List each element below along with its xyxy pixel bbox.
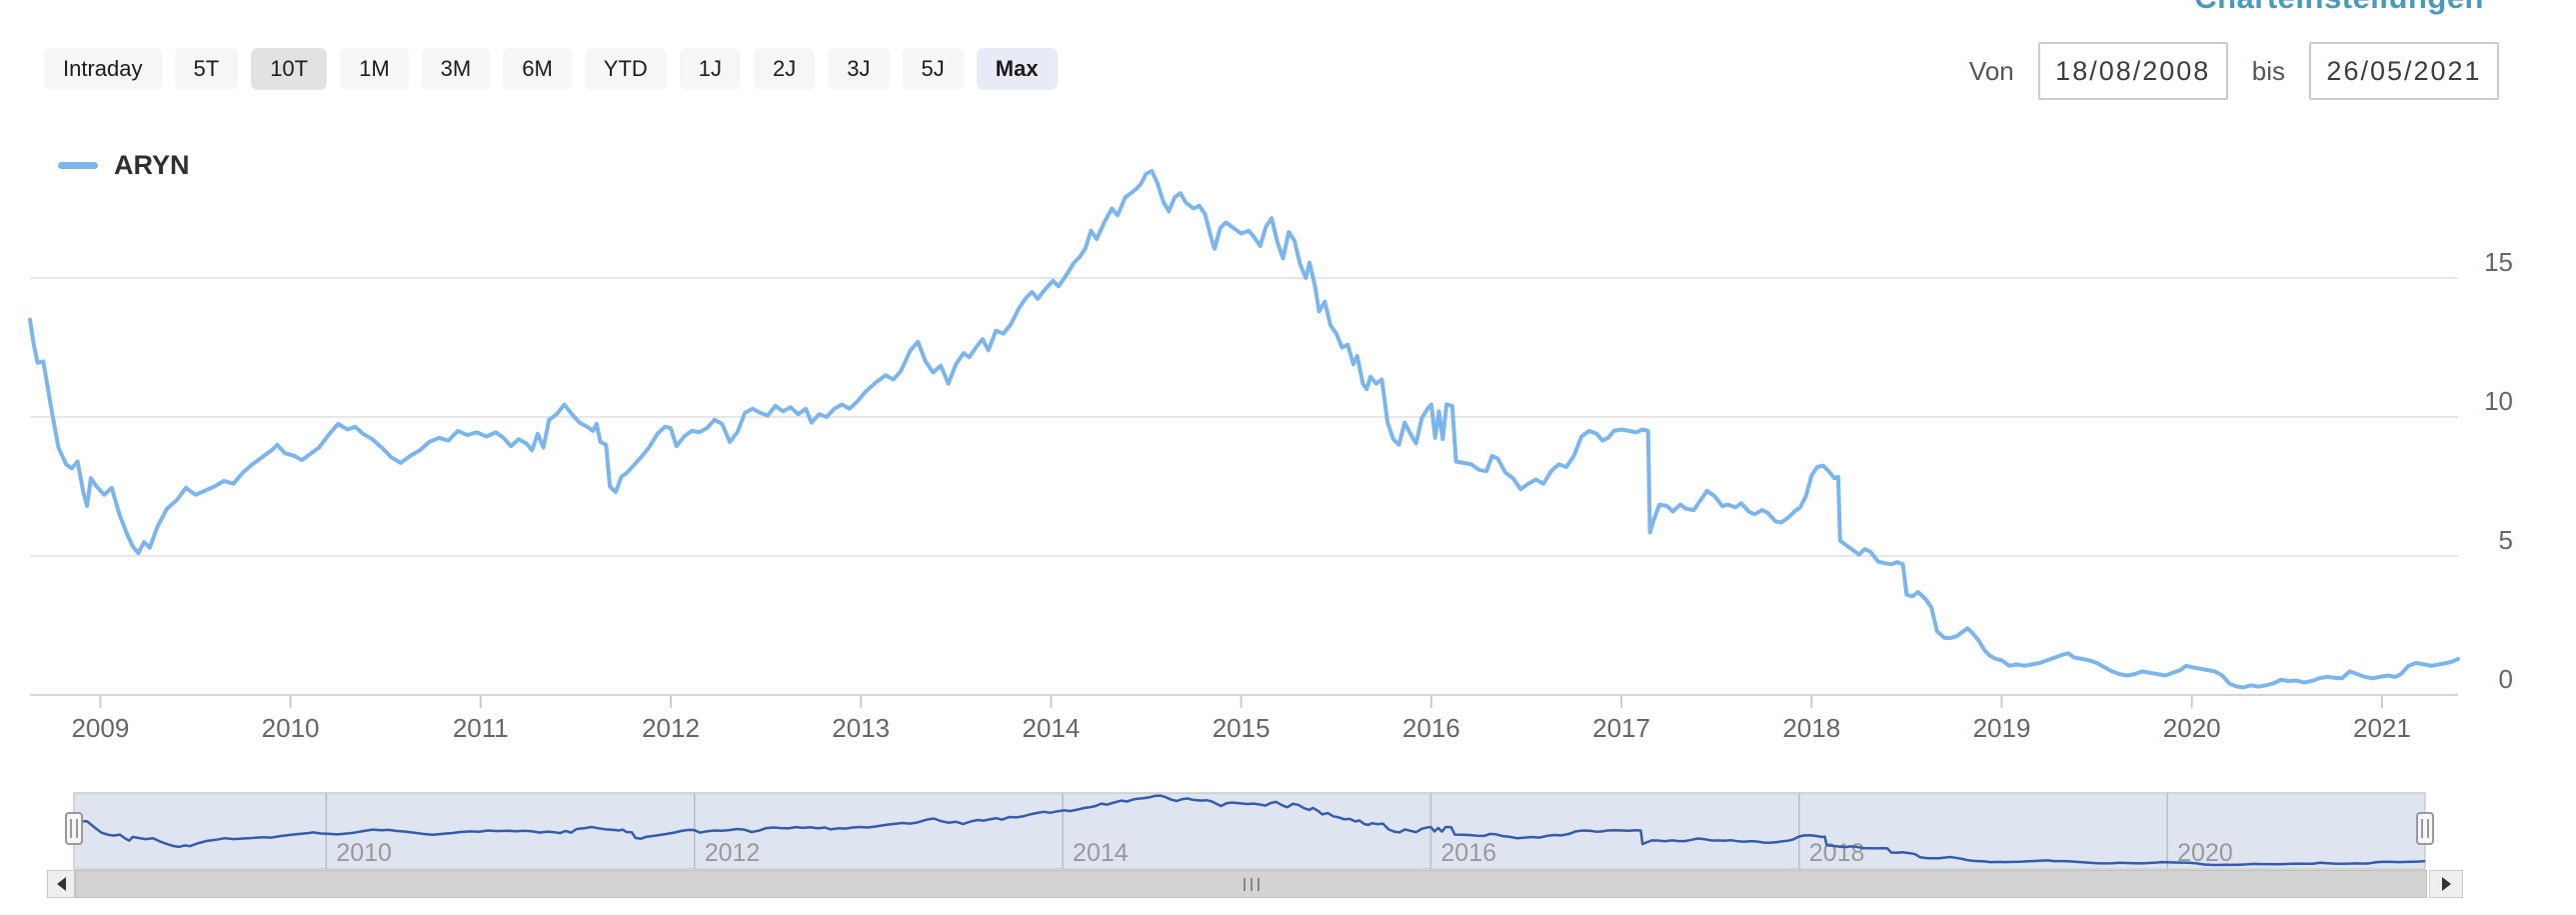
range-button-5t[interactable]: 5T [174, 48, 239, 90]
scrollbar-grip-icon [1243, 878, 1260, 891]
date-to-input[interactable] [2309, 42, 2499, 100]
range-button-ytd[interactable]: YTD [584, 48, 667, 90]
y-axis-label-0: 0 [2499, 664, 2513, 694]
scrollbar-left-arrow[interactable] [47, 870, 75, 898]
range-button-1m[interactable]: 1M [340, 48, 409, 90]
x-axis-label-2014: 2014 [1023, 713, 1081, 743]
navigator-label-2016: 2016 [1440, 839, 1496, 867]
x-axis-label-2011: 2011 [453, 713, 509, 743]
navigator-label-2014: 2014 [1073, 839, 1129, 867]
x-axis-label-2017: 2017 [1592, 713, 1650, 743]
arrow-right-icon [2441, 877, 2451, 891]
x-axis-label-2009: 2009 [71, 713, 129, 743]
range-button-5j[interactable]: 5J [902, 48, 964, 90]
range-button-intraday[interactable]: Intraday [44, 48, 162, 90]
range-button-max[interactable]: Max [976, 48, 1058, 90]
navigator-label-2012: 2012 [705, 839, 761, 867]
navigator-label-2018: 2018 [1809, 839, 1865, 867]
y-axis-label-10: 10 [2484, 386, 2513, 416]
x-axis-label-2013: 2013 [832, 713, 890, 743]
price-series-line [28, 169, 2460, 690]
x-axis-label-2020: 2020 [2163, 713, 2221, 743]
scrollbar-thumb[interactable] [75, 870, 2427, 898]
date-from-label: Von [1968, 55, 2014, 86]
navigator-label-2010: 2010 [336, 839, 392, 867]
range-button-1j[interactable]: 1J [679, 48, 742, 90]
navigator-scrollbar [0, 870, 2465, 898]
navigator-series-line [73, 794, 2426, 867]
navigator-right-handle[interactable] [2416, 812, 2434, 845]
scrollbar-right-arrow[interactable] [2429, 870, 2463, 898]
x-axis-label-2018: 2018 [1782, 713, 1840, 743]
x-axis-label-2012: 2012 [642, 713, 700, 743]
series-name: ARYN [114, 150, 190, 180]
range-selector: Intraday 5T 10T 1M 3M 6M YTD 1J 2J 3J 5J Max [44, 48, 1058, 90]
date-from-input[interactable] [2037, 42, 2228, 100]
x-axis-label-2010: 2010 [262, 713, 320, 743]
x-axis-label-2019: 2019 [1973, 713, 2031, 743]
y-axis-label-5: 5 [2499, 525, 2513, 555]
navigator-left-handle[interactable] [65, 812, 83, 845]
arrow-left-icon [56, 877, 66, 891]
range-button-3j[interactable]: 3J [828, 48, 890, 90]
range-button-3m[interactable]: 3M [421, 48, 491, 90]
x-axis-label-2016: 2016 [1402, 713, 1460, 743]
range-button-2j[interactable]: 2J [754, 48, 816, 90]
date-range-controls: Von bis [1969, 42, 2499, 100]
chart-settings-link[interactable]: Charteinstellungen [2194, 0, 2484, 16]
date-to-label: bis [2251, 55, 2285, 86]
series-line-swatch [58, 162, 98, 169]
y-axis-label-15: 15 [2484, 247, 2513, 277]
range-button-6m[interactable]: 6M [503, 48, 572, 90]
legend[interactable]: ARYN [58, 150, 190, 181]
x-axis-label-2015: 2015 [1213, 713, 1271, 743]
x-axis-label-2021: 2021 [2353, 713, 2411, 743]
range-button-10t[interactable]: 10T [251, 48, 328, 90]
